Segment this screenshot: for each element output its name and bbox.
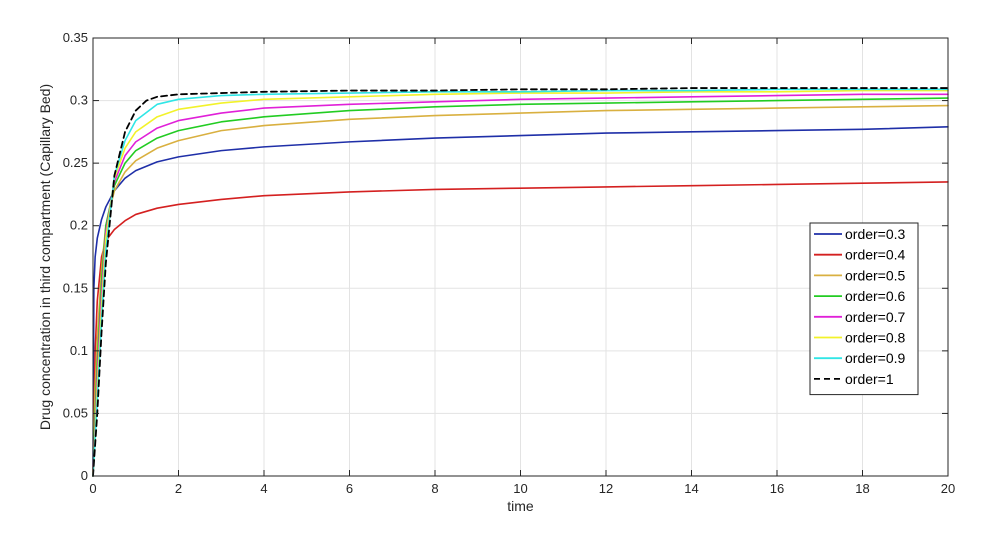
x-tick-label: 14 <box>684 481 698 496</box>
series-line-7 <box>92 87 949 477</box>
series-layer <box>92 87 949 477</box>
y-tick-label: 0.15 <box>63 280 88 295</box>
series-line-6 <box>92 88 949 477</box>
x-tick-label: 2 <box>175 481 182 496</box>
y-tick-label: 0.3 <box>70 93 88 108</box>
legend-label: order=0.3 <box>845 226 906 242</box>
series-line-0 <box>92 126 949 477</box>
legend-label: order=0.9 <box>845 350 906 366</box>
x-axis-label: time <box>507 498 534 514</box>
y-tick-label: 0.2 <box>70 218 88 233</box>
ticks: 0 2 4 6 8 10 12 14 16 18 20 0 0.05 0.1 0.15 0.2 0.25 0.3 0… <box>63 30 956 496</box>
x-tick-label: 10 <box>513 481 527 496</box>
x-tick-label: 0 <box>89 481 96 496</box>
y-axis-label: Drug concentration in third compartment … <box>37 84 53 430</box>
y-tick-label: 0 <box>81 468 88 483</box>
y-tick-label: 0.25 <box>63 155 88 170</box>
legend-label: order=0.8 <box>845 330 906 346</box>
legend-label: order=0.5 <box>845 267 906 283</box>
x-tick-label: 6 <box>346 481 353 496</box>
x-tick-label: 20 <box>941 481 955 496</box>
legend-box <box>809 222 919 396</box>
x-tick-label: 4 <box>260 481 267 496</box>
legend-label: order=1 <box>845 371 894 387</box>
legend-label: order=0.4 <box>845 247 906 263</box>
x-tick-label: 8 <box>431 481 438 496</box>
y-tick-label: 0.1 <box>70 343 88 358</box>
legend-label: order=0.7 <box>845 309 906 325</box>
x-tick-label: 12 <box>599 481 613 496</box>
x-tick-label: 18 <box>855 481 869 496</box>
y-tick-label: 0.35 <box>63 30 88 45</box>
legend-label: order=0.6 <box>845 288 906 304</box>
legend: order=0.3 order=0.4 order=0.5 order=0.6 orde… <box>809 222 919 396</box>
x-tick-label: 16 <box>770 481 784 496</box>
y-tick-label: 0.05 <box>63 405 88 420</box>
